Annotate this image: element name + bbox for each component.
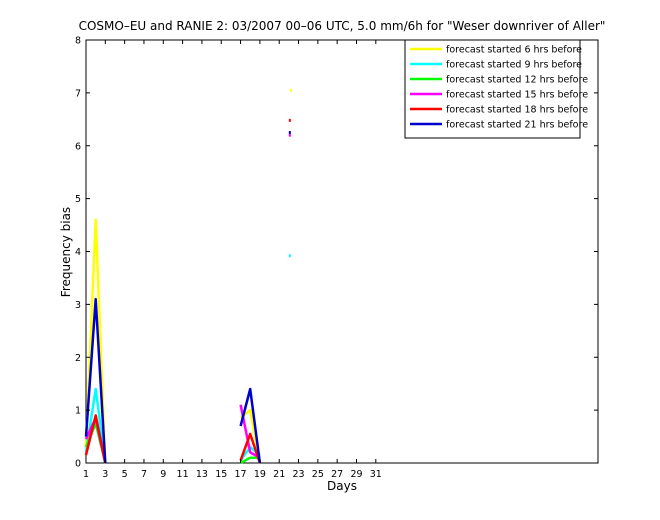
legend-entry: forecast started 9 hrs before (410, 60, 582, 71)
y-tick-label: 5 (75, 194, 81, 205)
data-point (288, 133, 291, 137)
y-tick-label: 6 (75, 141, 81, 152)
y-tick-label: 3 (75, 300, 81, 311)
series-line (84, 218, 107, 464)
y-tick-label: 0 (75, 459, 81, 470)
data-point (288, 131, 291, 135)
legend-label: forecast started 21 hrs before (446, 120, 588, 131)
x-tick-label: 1 (83, 469, 89, 480)
y-tick-label: 7 (75, 88, 81, 99)
series-line (84, 297, 107, 464)
x-tick-label: 15 (215, 469, 227, 480)
x-tick-label: 17 (235, 469, 247, 480)
x-tick-label: 19 (254, 469, 266, 480)
legend: forecast started 6 hrs before forecast st… (404, 39, 588, 139)
legend-label: forecast started 6 hrs before (446, 45, 582, 56)
x-tick-label: 27 (331, 469, 343, 480)
legend-label: forecast started 12 hrs before (446, 75, 588, 86)
x-tick-label: 11 (177, 469, 189, 480)
legend-entry: forecast started 15 hrs before (410, 90, 588, 101)
series-line (239, 432, 262, 464)
legend-label: forecast started 18 hrs before (446, 105, 588, 116)
x-tick-label: 13 (196, 469, 208, 480)
legend-entry: forecast started 18 hrs before (410, 105, 588, 116)
x-tick-label: 29 (350, 469, 362, 480)
x-tick-label: 9 (160, 469, 166, 480)
x-tick-label: 25 (312, 469, 324, 480)
y-tick-label: 4 (75, 247, 81, 258)
legend-label: forecast started 15 hrs before (446, 90, 588, 101)
series-line (239, 456, 260, 465)
series-line (239, 387, 262, 464)
legend-label: forecast started 9 hrs before (446, 60, 582, 71)
series-6 (84, 131, 291, 464)
legend-entry: forecast started 6 hrs before (410, 45, 582, 56)
series-layer (84, 88, 292, 465)
chart-title: COSMO–EU and RANIE 2: 03/2007 00–06 UTC,… (79, 19, 606, 33)
x-axis-label: Days (327, 479, 357, 493)
data-point (288, 254, 291, 258)
data-point (288, 118, 291, 122)
x-tick-label: 3 (102, 469, 108, 480)
series-line (84, 414, 107, 464)
legend-box (404, 39, 581, 139)
y-tick-label: 2 (75, 353, 81, 364)
x-tick-label: 5 (122, 469, 128, 480)
y-tick-label: 1 (75, 406, 81, 417)
series-5 (84, 118, 291, 464)
x-tick-label: 7 (141, 469, 147, 480)
legend-entry: forecast started 12 hrs before (410, 75, 588, 86)
legend-entry: forecast started 21 hrs before (410, 120, 588, 131)
data-point (289, 88, 292, 92)
y-axis-label: Frequency bias (59, 207, 73, 297)
y-tick-label: 8 (75, 36, 81, 47)
x-tick-label: 31 (370, 469, 382, 480)
x-tick-label: 23 (292, 469, 304, 480)
x-tick-label: 21 (273, 469, 285, 480)
